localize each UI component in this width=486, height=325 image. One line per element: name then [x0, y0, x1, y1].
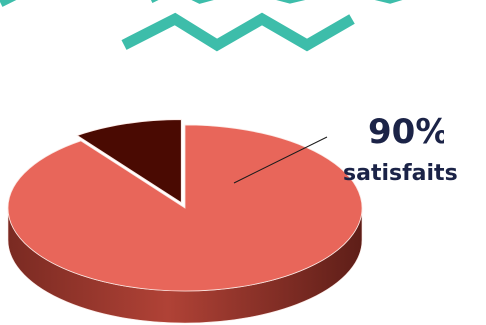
leader-line — [233, 136, 328, 184]
zigzag-decoration-top — [0, 0, 17, 7]
pie-slice-1 — [76, 119, 182, 204]
pie-slice-0 — [7, 124, 363, 292]
zigzag-decoration — [121, 12, 355, 52]
satisfied-label: satisfaits — [343, 161, 458, 186]
percentage-label: 90% — [368, 112, 444, 152]
